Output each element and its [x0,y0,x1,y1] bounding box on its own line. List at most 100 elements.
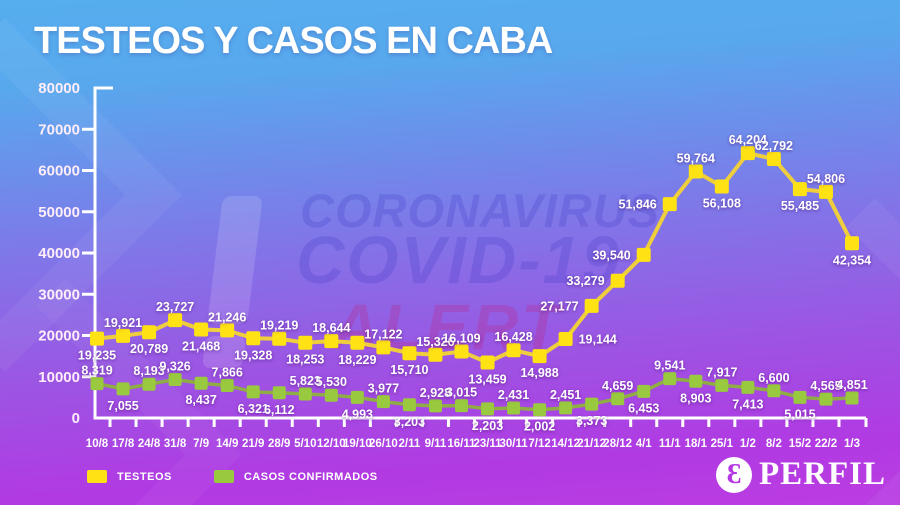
testeos-marker [766,151,781,166]
casos-marker [481,402,495,416]
x-axis-label: 2/11 [399,438,421,450]
testeos-data-label: 19,144 [579,333,617,347]
testeos-data-label: 18,229 [338,353,376,367]
casos-marker [507,401,521,415]
testeos-data-label: 19,219 [260,319,298,333]
x-axis-label: 28/9 [268,438,290,450]
testeos-marker [845,236,859,251]
x-axis-label: 23/11 [473,438,502,450]
casos-data-label: 3,015 [446,386,477,400]
x-axis-label: 12/10 [317,438,346,450]
testeos-marker [584,298,599,313]
testeos-data-label: 17,122 [364,327,402,341]
legend-item-testeos: TESTEOS [87,470,172,483]
x-axis-label: 24/8 [138,438,161,450]
casos-data-label: 2,431 [498,388,529,402]
casos-data-label: 3,977 [368,382,399,396]
casos-marker [454,399,468,413]
testeos-marker [324,334,339,349]
legend-item-casos: CASOS CONFIRMADOS [213,470,378,483]
casos-data-label: 3,373 [576,414,607,428]
testeos-data-label: 15,326 [416,335,454,349]
testeos-data-label: 15,710 [390,363,428,377]
testeos-data-label: 42,354 [833,253,871,267]
x-axis-label: 17/8 [112,438,135,450]
x-axis-label: 19/10 [343,438,372,450]
testeos-swatch-icon [87,470,107,483]
casos-marker [272,386,286,400]
casos-marker [116,382,130,396]
y-axis-label: 20000 [38,328,80,345]
testeos-marker [480,355,495,370]
testeos-marker [714,179,729,194]
casos-marker [767,384,781,398]
casos-data-label: 7,917 [706,365,737,379]
testeos-marker [90,331,104,346]
testeos-marker [558,332,573,347]
casos-data-label: 8,319 [81,364,112,378]
testeos-data-label: 18,253 [286,353,324,367]
casos-data-label: 7,055 [107,399,138,413]
testeos-marker [220,323,235,338]
testeos-data-label: 56,108 [703,197,741,211]
casos-marker [559,401,573,415]
testeos-data-label: 51,846 [619,198,657,212]
casos-marker [689,374,703,388]
testeos-marker [246,331,261,346]
testeos-marker [428,347,443,362]
x-axis-label: 16/11 [447,438,476,450]
casos-data-label: 7,866 [212,366,243,380]
casos-data-label: 8,193 [133,364,164,378]
testeos-data-label: 39,540 [592,248,630,262]
x-axis-label: 31/8 [164,438,187,450]
testeos-marker [818,184,833,199]
casos-data-label: 5,530 [316,375,347,389]
casos-data-label: 7,413 [732,397,763,411]
casos-marker [585,397,599,411]
testeos-marker [402,346,417,361]
casos-marker [194,376,208,390]
casos-data-label: 6,321 [238,402,269,416]
casos-marker [402,398,416,412]
casos-marker [350,390,364,404]
casos-marker [793,390,807,404]
x-axis-label: 11/1 [659,438,681,450]
casos-data-label: 6,453 [628,401,659,415]
x-axis-label: 7/12 [528,438,550,450]
casos-data-label: 8,437 [185,393,216,407]
casos-data-label: 4,993 [342,407,373,421]
testeos-marker [610,273,625,288]
casos-marker [533,403,547,417]
testeos-marker [298,335,313,350]
y-axis-label: 50000 [38,204,80,221]
y-axis-label: 40000 [38,245,80,262]
casos-data-label: 9,326 [159,360,190,374]
testeos-data-label: 16,109 [442,332,480,346]
casos-swatch-icon [213,470,234,483]
casos-data-label: 8,903 [680,391,711,405]
testeos-marker [792,182,807,197]
casos-data-label: 6,600 [758,371,789,385]
testeos-marker [116,328,131,343]
casos-data-label: 5,015 [784,407,815,421]
casos-marker [428,399,442,413]
testeos-data-label: 27,177 [540,299,578,313]
legend-label-testeos: TESTEOS [117,470,172,483]
casos-data-label: 2,002 [524,420,555,434]
testeos-data-label: 19,235 [78,349,116,363]
casos-marker [376,395,390,409]
testeos-data-label: 21,468 [182,339,220,353]
x-axis-label: 5/10 [294,438,316,450]
testeos-data-label: 14,988 [520,366,558,380]
page-title: TESTEOS Y CASOS EN CABA [34,20,553,62]
testeos-data-label: 16,428 [494,330,532,344]
x-axis-label: 21/12 [577,438,606,450]
testeos-marker [376,340,391,355]
y-axis-label: 80000 [38,80,80,97]
x-axis-label: 14/9 [216,438,238,450]
x-axis-label: 22/2 [815,438,837,450]
x-axis-label: 25/1 [711,438,734,450]
testeos-data-label: 54,806 [807,172,845,186]
testeos-data-label: 13,459 [468,372,506,386]
